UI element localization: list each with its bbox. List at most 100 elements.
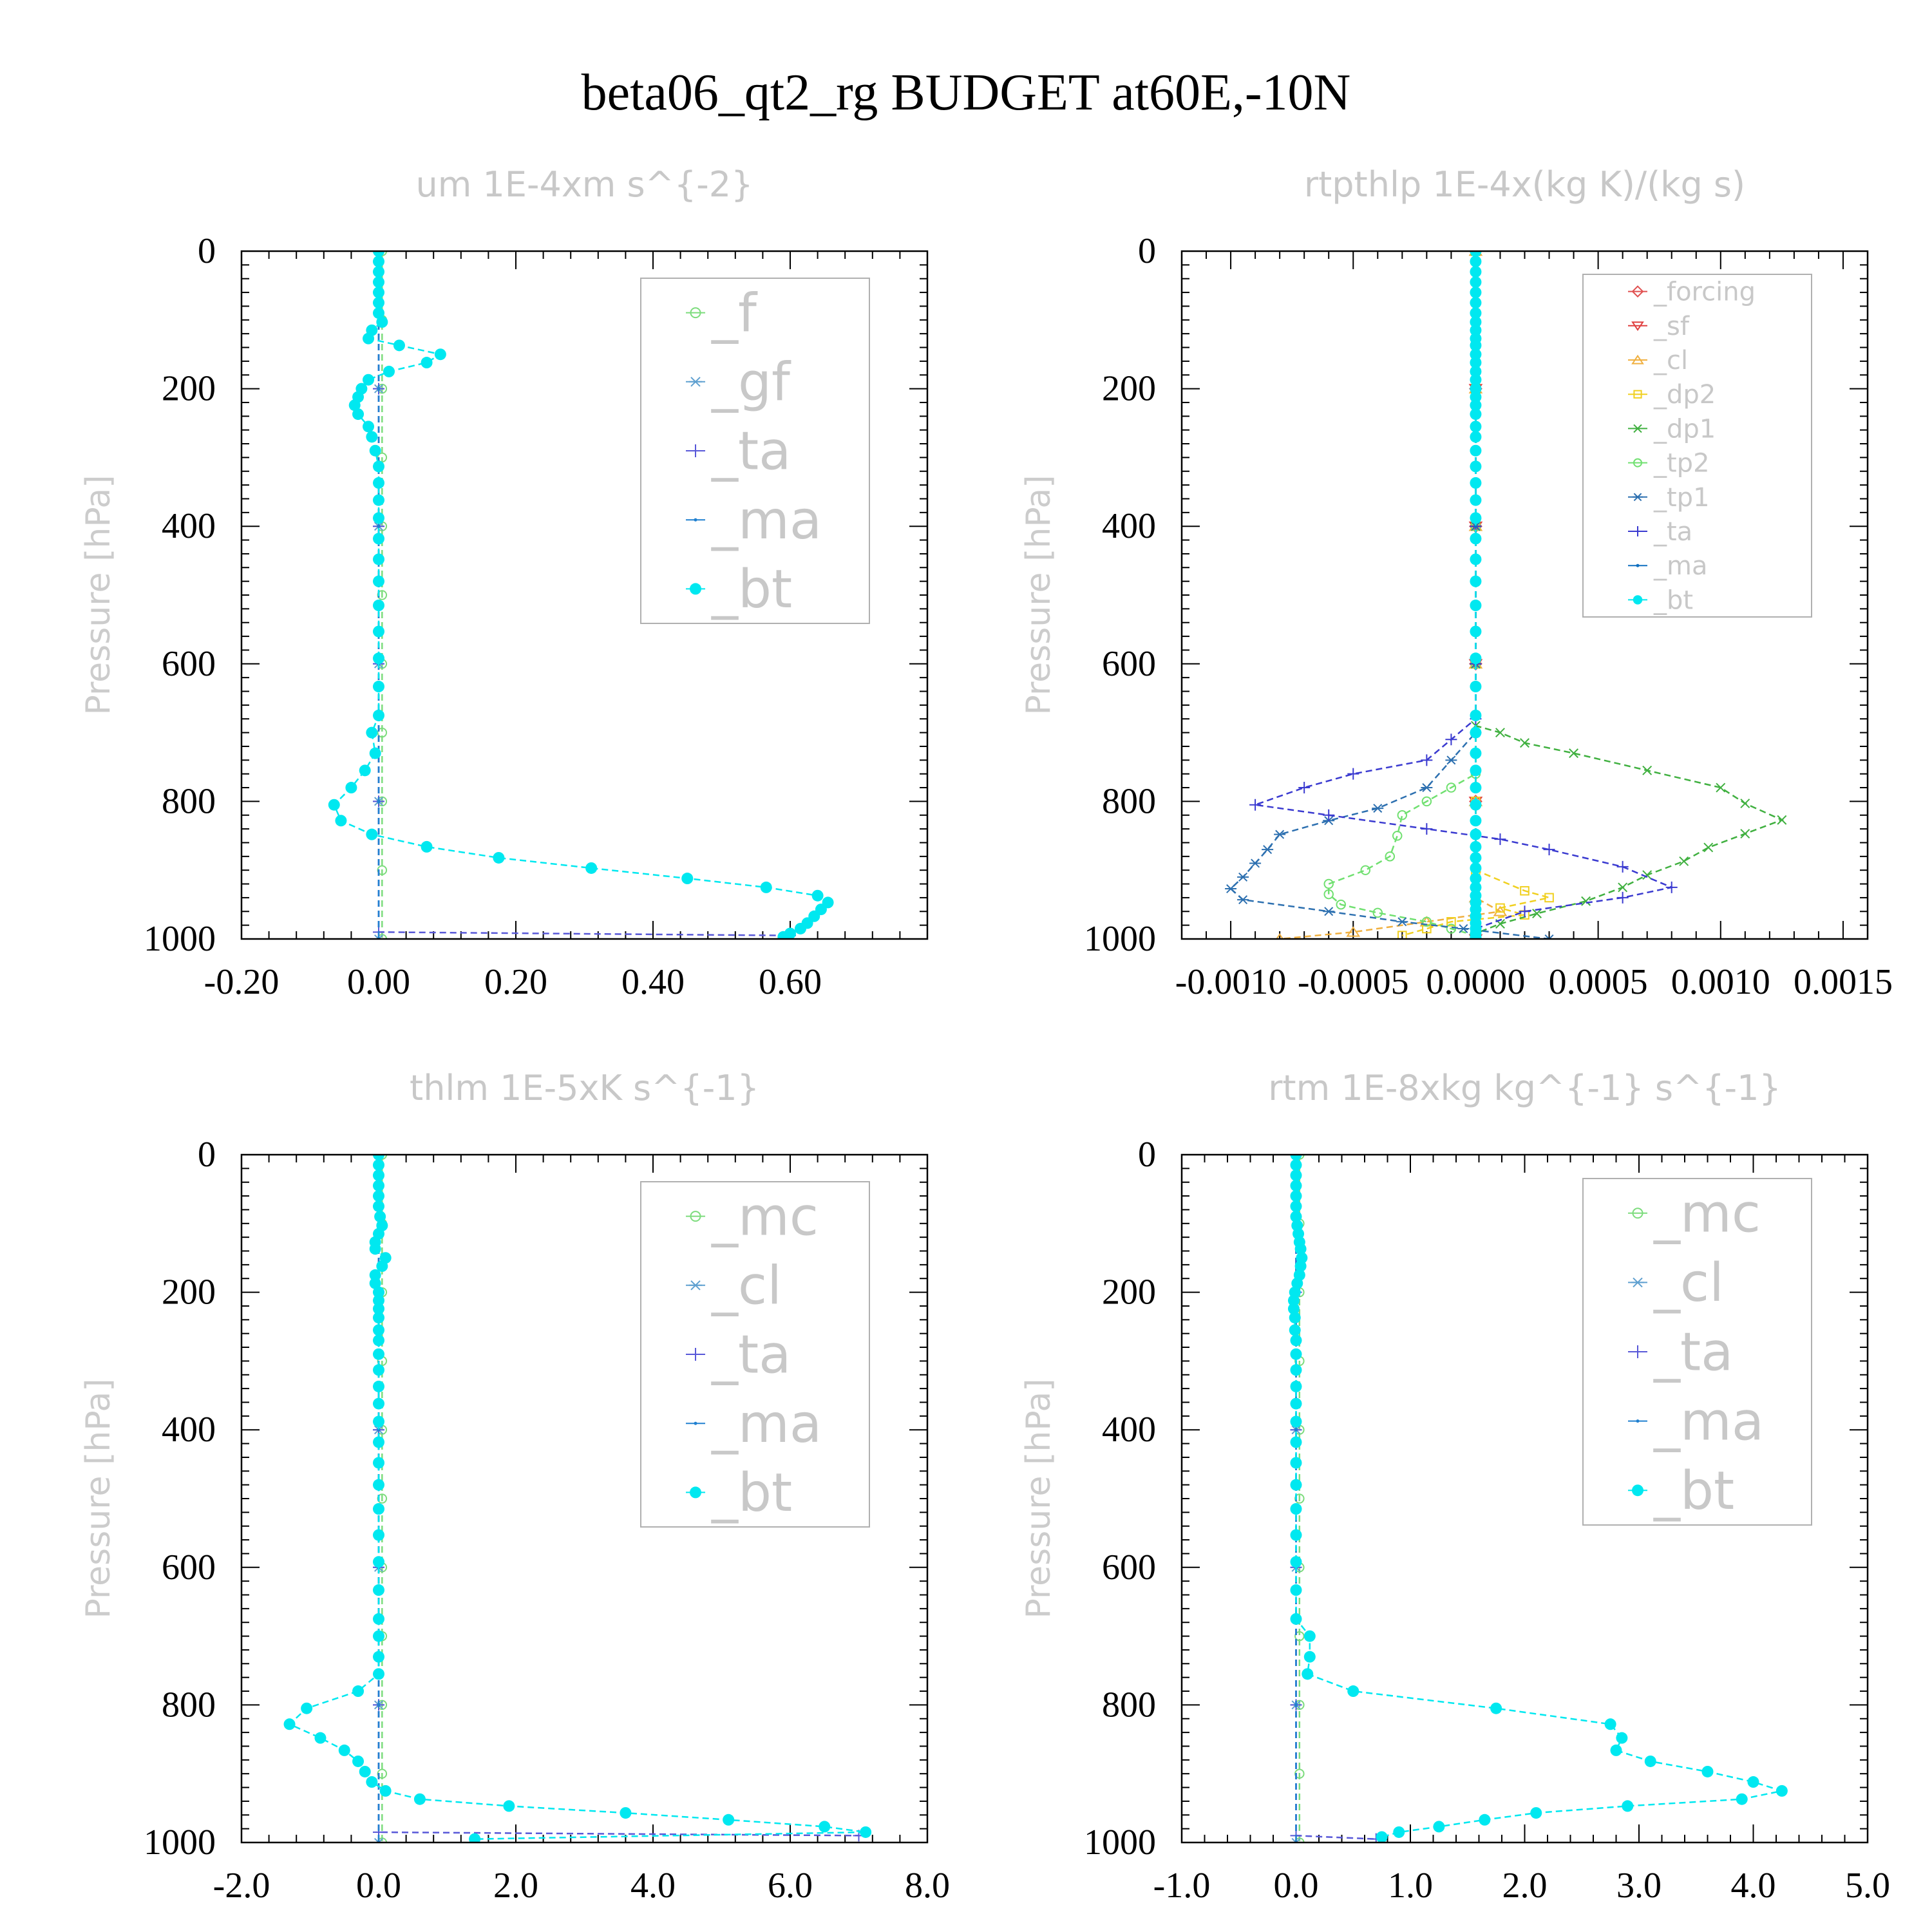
data-point <box>1470 799 1482 811</box>
data-point <box>1294 1631 1305 1642</box>
data-point <box>1618 882 1628 893</box>
y-tick-label: 400 <box>162 506 216 546</box>
data-point <box>373 709 384 721</box>
data-point <box>1290 1180 1302 1192</box>
panel-title: rtpthlp 1E-4x(kg K)/(kg s) <box>1304 164 1745 205</box>
y-tick-label: 600 <box>1102 1548 1156 1587</box>
x-tick-label: 0.0 <box>356 1866 401 1906</box>
data-point <box>1495 728 1505 738</box>
data-point <box>314 1732 327 1744</box>
data-point <box>1397 810 1408 820</box>
data-point <box>1323 907 1335 916</box>
legend-label: _cl <box>1653 346 1688 375</box>
data-point <box>1470 307 1482 319</box>
data-point <box>1519 905 1531 918</box>
data-point <box>335 815 347 827</box>
data-point <box>1290 1529 1302 1541</box>
data-point <box>373 1303 384 1315</box>
data-point <box>1303 1651 1316 1663</box>
data-point <box>373 1529 384 1541</box>
legend-marker <box>1633 526 1643 536</box>
legend-marker <box>689 377 702 387</box>
data-point <box>373 1364 384 1376</box>
data-point <box>1470 625 1482 638</box>
y-axis-label: Pressure [hPa] <box>79 475 118 715</box>
legend-label: _tp1 <box>1653 483 1710 513</box>
legend-marker <box>1632 1208 1643 1219</box>
data-point <box>421 357 433 369</box>
data-point <box>1274 829 1286 839</box>
data-point <box>373 1334 384 1347</box>
data-point <box>1470 391 1482 403</box>
legend-marker <box>1633 595 1643 605</box>
legend-label: _ta <box>1653 517 1692 547</box>
data-point <box>1372 907 1383 918</box>
legend-label: _ta <box>711 1325 791 1386</box>
data-point <box>1644 1755 1656 1767</box>
data-point <box>1336 899 1346 910</box>
data-point <box>1495 903 1505 913</box>
legend-marker <box>1632 1484 1643 1497</box>
data-point <box>1470 533 1482 545</box>
panel-title: um 1E-4xm s^{-2} <box>416 164 753 205</box>
data-point <box>1604 1718 1616 1730</box>
legend-label: _bt <box>1653 1461 1734 1522</box>
data-point <box>1446 917 1456 927</box>
data-point <box>363 332 375 345</box>
x-tick-label: 0.0 <box>1274 1866 1319 1906</box>
legend-box <box>640 278 870 624</box>
data-point <box>469 1833 481 1842</box>
data-point <box>1616 891 1629 904</box>
data-point <box>1225 884 1237 894</box>
legend-marker <box>1633 493 1643 502</box>
data-point <box>1290 1457 1302 1469</box>
legend-marker <box>690 307 701 319</box>
data-point <box>1616 860 1629 873</box>
data-point <box>366 828 378 840</box>
legend-label: _mc <box>1653 1184 1761 1245</box>
data-point <box>373 1479 384 1491</box>
data-point <box>373 934 384 939</box>
data-point <box>1736 1793 1748 1805</box>
data-point <box>1290 1436 1302 1448</box>
data-point <box>1470 652 1482 665</box>
data-point <box>369 747 381 759</box>
data-point <box>373 1380 384 1392</box>
data-point <box>373 1312 384 1324</box>
legend-marker <box>1631 285 1644 298</box>
y-tick-label: 800 <box>162 1685 216 1725</box>
data-point <box>377 799 381 803</box>
data-point <box>811 889 824 902</box>
data-point <box>1290 1556 1302 1568</box>
data-point <box>373 1159 384 1171</box>
data-point <box>1470 873 1482 885</box>
y-tick-label: 1000 <box>1084 919 1156 959</box>
data-point <box>1372 804 1384 813</box>
legend-marker <box>1636 1419 1640 1423</box>
data-point <box>1543 844 1555 856</box>
data-point <box>373 1200 384 1213</box>
data-point <box>1323 809 1335 821</box>
x-tick-label: 5.0 <box>1845 1866 1890 1906</box>
data-point <box>1679 856 1689 866</box>
legend: _f _gf _ta _ma _bt <box>640 278 870 624</box>
data-point <box>373 1348 384 1360</box>
y-tick-label: 0 <box>198 1135 216 1175</box>
data-point <box>1520 738 1530 748</box>
y-tick-label: 200 <box>162 1273 216 1312</box>
legend-box <box>640 1181 870 1528</box>
data-point <box>1290 1397 1302 1410</box>
data-point <box>1290 1364 1302 1376</box>
data-point <box>373 1837 384 1842</box>
figure-title: beta06_qt2_rg BUDGET at60E,-10N <box>582 64 1351 121</box>
data-point <box>1294 1703 1298 1707</box>
plot-area <box>283 1155 872 1842</box>
series-line-dp2 <box>1401 251 1549 936</box>
data-point <box>1543 934 1555 939</box>
data-point <box>1470 421 1482 433</box>
data-point <box>373 276 384 289</box>
data-point <box>860 1826 872 1838</box>
y-tick-label: 600 <box>162 1548 216 1587</box>
data-point <box>1397 931 1407 939</box>
x-tick-label: 0.20 <box>484 962 547 1002</box>
